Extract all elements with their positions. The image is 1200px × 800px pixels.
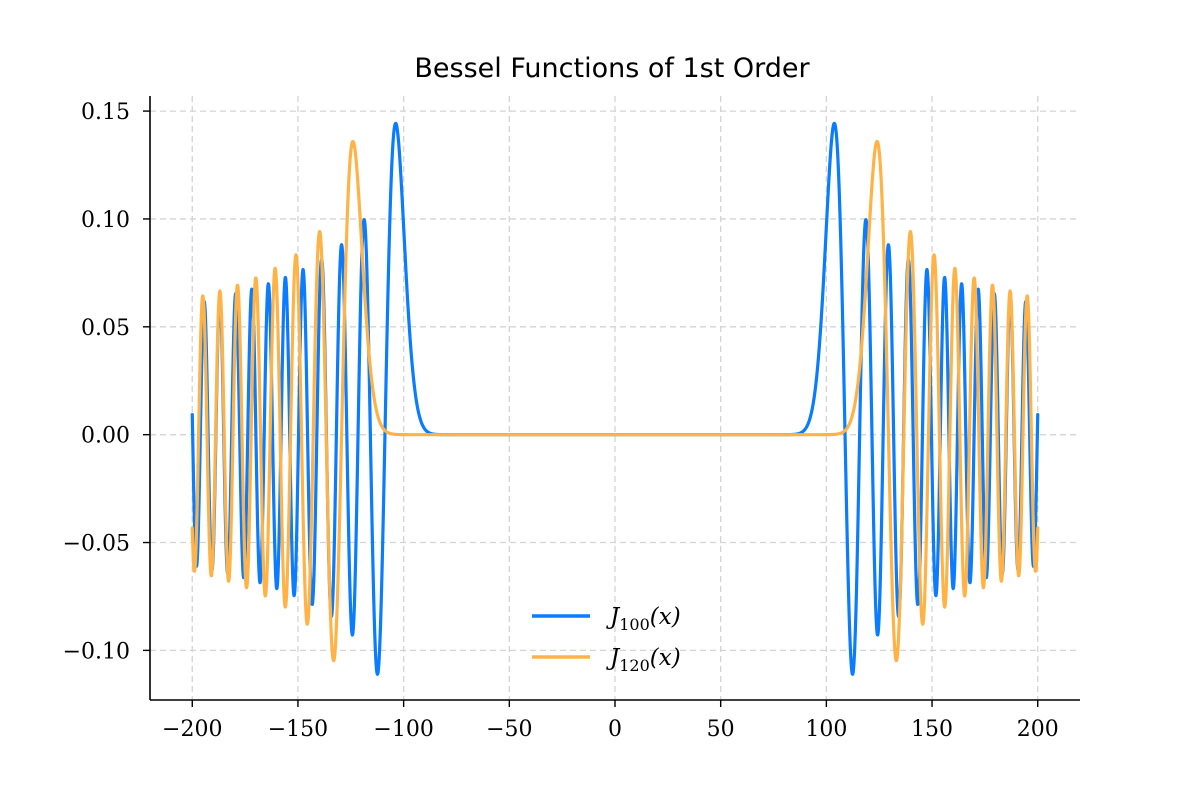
y-tick-label: 0.05 bbox=[81, 316, 130, 341]
series-layer bbox=[190, 121, 1040, 676]
legend: J100(x) J120(x) bbox=[532, 604, 681, 675]
y-tick-label: 0.15 bbox=[81, 100, 130, 125]
legend-label-j100: J100(x) bbox=[606, 604, 681, 634]
series-line-j120 bbox=[190, 139, 1040, 663]
x-tick-label: 0 bbox=[608, 717, 622, 742]
x-tick-label: −50 bbox=[486, 717, 532, 742]
chart-title: Bessel Functions of 1st Order bbox=[414, 53, 810, 84]
y-tick-label: −0.05 bbox=[63, 532, 130, 557]
y-tick-label: 0.10 bbox=[81, 208, 130, 233]
y-tick-label: 0.00 bbox=[81, 424, 130, 449]
x-tick-label: −100 bbox=[373, 717, 433, 742]
x-tick-label: 100 bbox=[805, 717, 847, 742]
x-tick-label: 200 bbox=[1017, 717, 1059, 742]
x-tick-label: 50 bbox=[707, 717, 735, 742]
axes: −200 −150 −100 −50 0 50 100 150 200 −0.10 −0.05 0.0… bbox=[63, 96, 1080, 742]
x-tick-label: −200 bbox=[162, 717, 222, 742]
x-tick-label: −150 bbox=[268, 717, 328, 742]
y-tick-label: −0.10 bbox=[63, 639, 130, 664]
x-tick-label: 150 bbox=[911, 717, 953, 742]
legend-label-j120: J120(x) bbox=[606, 645, 681, 675]
